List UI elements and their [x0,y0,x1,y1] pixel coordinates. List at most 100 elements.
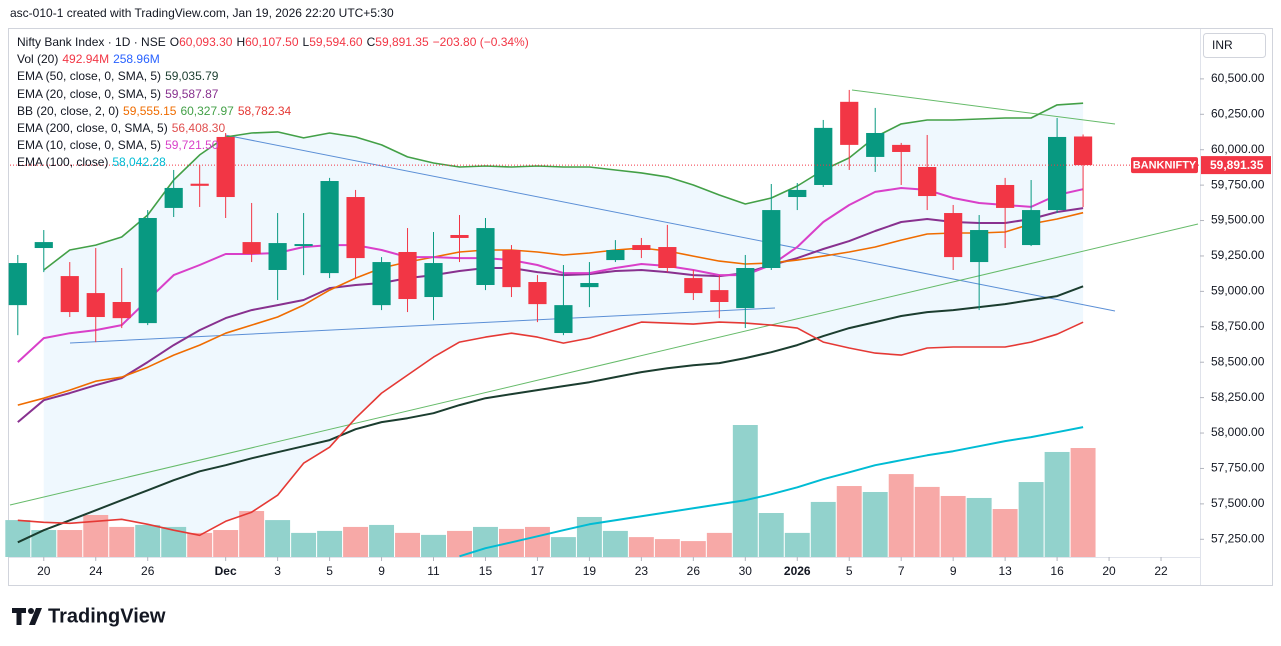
indicator-line [17,207,1084,423]
ohlc-value: 59,891.35 [375,35,429,49]
x-tick-label: 30 [739,564,753,578]
candle-body [840,101,859,145]
volume-bar [369,524,395,557]
volume-bar [395,532,421,557]
ohlc-key: H [236,35,246,49]
legend-indicator[interactable]: EMA (20, close, 0, SMA, 5) 59,587.87 [17,86,533,103]
indicator-name: BB (20, close, 2, 0) [17,103,120,118]
caption: asc-010-1 created with TradingView.com, … [10,6,394,20]
volume-bar [836,486,862,557]
candle-body [866,132,885,157]
legend-indicator[interactable]: EMA (100, close) 58,042.28 [17,154,533,171]
candle-body [554,305,573,334]
indicator-name: EMA (200, close, 0, SMA, 5) [17,121,168,136]
ohlc-value: 60,107.50 [245,35,299,49]
y-tick-label: 58,500.00 [1211,354,1265,368]
brand-name: TradingView [48,605,166,627]
legend-indicator[interactable]: EMA (50, close, 0, SMA, 5) 59,035.79 [17,68,533,85]
volume-bar [628,537,654,557]
x-tick-label: 26 [141,564,155,578]
price-badge [1201,156,1271,175]
x-tick-label: 22 [1154,564,1168,578]
candle-body [424,263,443,298]
currency-box[interactable] [1203,33,1266,58]
legend-volume[interactable]: Vol (20) 492.94M 258.96M [17,51,533,68]
candle-body [788,189,807,198]
candle-body [736,268,755,309]
x-tick-label: 26 [687,564,701,578]
volume-bar [291,532,317,557]
volume-bar [213,530,239,557]
volume-bar [758,513,784,557]
candle-body [216,136,235,198]
x-tick-label: 9 [950,564,957,578]
volume-bar [914,486,940,557]
volume-bar [343,526,369,557]
legend-indicator[interactable]: EMA (10, close, 0, SMA, 5) 59,721.50 [17,137,533,154]
volume-bar [654,539,680,557]
y-tick-label: 57,250.00 [1211,531,1265,545]
x-tick-label: 23 [635,564,649,578]
candle-body [164,187,183,208]
indicator-value: 59,721.50 [165,138,219,153]
indicator-name: Vol (20) [17,52,59,67]
trend-line [851,89,1116,125]
x-tick-label: 24 [89,564,103,578]
y-tick-label: 59,000.00 [1211,284,1265,298]
x-tick-label: 9 [378,564,385,578]
candle-body [60,276,79,313]
y-tick-label: 60,250.00 [1211,106,1265,120]
candle-body [996,184,1015,208]
x-tick-label: 5 [846,564,853,578]
volume-bar [810,501,836,557]
brand-logo: TradingView [12,605,166,627]
candle-body [762,210,781,268]
candle-body [918,166,937,197]
candle-body [450,234,469,238]
logo-mark [28,608,34,614]
legend-indicator[interactable]: BB (20, close, 2, 0) 59,555.15 60,327.97 58… [17,103,533,120]
x-tick-label: 17 [531,564,545,578]
indicator-line [17,285,1084,544]
y-tick-label: 59,750.00 [1211,177,1265,191]
x-tick-label: 11 [427,564,440,578]
y-tick-label: 58,000.00 [1211,425,1265,439]
candle-body [710,290,729,302]
legend-indicator[interactable]: EMA (200, close, 0, SMA, 5) 56,408.30 [17,120,533,137]
volume-bar [888,474,914,557]
volume-bar [966,497,992,557]
volume-bar [706,532,732,557]
currency[interactable]: INR [1212,38,1233,52]
candle-body [372,262,391,306]
candle-body [398,251,417,300]
y-tick-label: 60,500.00 [1211,71,1265,85]
y-tick-label: 60,000.00 [1211,142,1265,156]
x-tick-label: 7 [898,564,905,578]
volume-bar [680,541,706,557]
indicator-value: 258.96M [113,52,160,67]
ohlc-key: O [169,35,180,49]
x-tick-label: 16 [1050,564,1064,578]
volume-bar [473,526,498,557]
volume-bar [550,537,576,557]
x-tick-label: 20 [37,564,51,578]
legend-main[interactable]: Nifty Bank Index · 1D · NSE O60,093.30 H60… [17,34,533,51]
logo-mark [12,608,26,625]
volume-bar [317,530,343,557]
volume-bar [524,526,550,557]
ohlc-key: C [366,35,376,49]
candle-body [944,213,963,258]
candle-body [320,181,339,274]
y-tick-label: 57,750.00 [1211,461,1265,475]
indicator-line [17,321,1084,537]
candle-body [190,183,209,186]
x-tick-label: 13 [998,564,1012,578]
indicator-value: 60,327.97 [180,103,234,118]
candle-body [242,242,261,254]
volume-bar [187,532,213,557]
volume-bar [109,526,135,557]
candle-body [814,127,833,185]
ohlc-value: 59,594.60 [309,35,363,49]
candle-body [970,230,989,263]
